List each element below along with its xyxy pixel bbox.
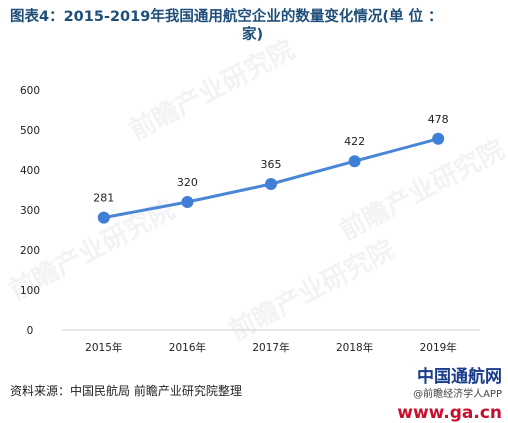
y-tick-label: 200 bbox=[20, 245, 40, 257]
site-logo: 中国通航网 @前瞻经济学人APP www.ga.cn bbox=[397, 368, 502, 422]
data-label: 478 bbox=[428, 113, 449, 126]
data-point bbox=[97, 211, 110, 224]
series-line bbox=[97, 132, 445, 224]
y-axis: 0 100 200 300 400 500 600 bbox=[20, 85, 40, 337]
logo-main: 中国通航网 bbox=[417, 367, 502, 387]
y-tick-label: 600 bbox=[20, 85, 40, 97]
x-axis: 2015年 2016年 2017年 2018年 2019年 bbox=[62, 329, 480, 354]
x-tick-label: 2015年 bbox=[85, 341, 122, 354]
data-point bbox=[432, 132, 445, 145]
chart-title-line2: 家) bbox=[242, 27, 264, 43]
y-tick-label: 400 bbox=[20, 165, 40, 177]
source-note: 资料来源：中国民航局 前瞻产业研究院整理 bbox=[10, 384, 242, 398]
data-labels: 281 320 365 422 478 bbox=[93, 113, 448, 205]
chart-title-line1: 图表4：2015-2019年我国通用航空企业的数量变化情况(单 位 ： bbox=[10, 9, 443, 25]
y-tick-label: 0 bbox=[27, 325, 34, 337]
data-label: 365 bbox=[261, 158, 282, 171]
x-tick-label: 2016年 bbox=[169, 341, 206, 354]
data-label: 320 bbox=[177, 176, 198, 189]
logo-sub: @前瞻经济学人APP bbox=[413, 389, 502, 400]
y-tick-label: 300 bbox=[20, 205, 40, 217]
y-tick-label: 100 bbox=[20, 285, 40, 297]
x-tick-label: 2019年 bbox=[420, 341, 457, 354]
y-tick-label: 500 bbox=[20, 125, 40, 137]
data-point bbox=[265, 178, 277, 190]
data-point bbox=[348, 155, 361, 168]
data-label: 281 bbox=[93, 192, 114, 205]
line-chart: 0 100 200 300 400 500 600 2015年 2016年 2017年 2018年… bbox=[20, 85, 480, 354]
chart-title: 图表4：2015-2019年我国通用航空企业的数量变化情况(单 位 ： 家) bbox=[10, 8, 502, 44]
data-point bbox=[181, 196, 194, 208]
logo-domain: www.ga.cn bbox=[397, 403, 502, 423]
x-tick-label: 2018年 bbox=[336, 341, 373, 354]
x-tick-label: 2017年 bbox=[252, 341, 289, 354]
data-label: 422 bbox=[344, 135, 365, 148]
